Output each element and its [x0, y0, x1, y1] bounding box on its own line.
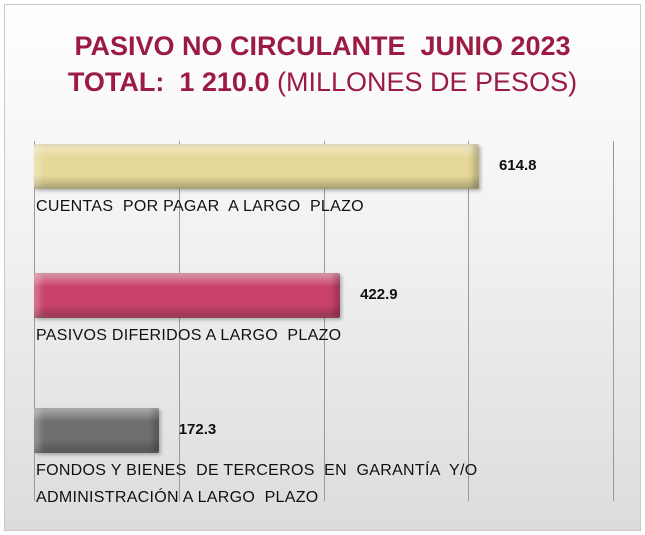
- chart-subtitle: TOTAL: 1 210.0 (MILLONES DE PESOS): [5, 67, 640, 98]
- grid-line: [34, 141, 35, 501]
- data-label: 614.8: [498, 157, 537, 174]
- category-label: PASIVOS DIFERIDOS A LARGO PLAZO: [36, 327, 342, 344]
- grid-line: [468, 141, 470, 501]
- category-label: CUENTAS POR PAGAR A LARGO PLAZO: [36, 198, 364, 215]
- subtitle-total: TOTAL: 1 210.0: [67, 67, 270, 97]
- bar: [34, 408, 159, 453]
- subtitle-unit: (MILLONES DE PESOS): [277, 67, 578, 97]
- category-label: FONDOS Y BIENES DE TERCEROS EN GARANTÍA …: [36, 462, 482, 506]
- chart-title: PASIVO NO CIRCULANTE JUNIO 2023: [74, 31, 571, 61]
- chart: PASIVO NO CIRCULANTE JUNIO 2023 TOTAL: 1…: [4, 4, 641, 531]
- bar: [34, 273, 341, 318]
- grid-line: [323, 141, 325, 501]
- data-label: 422.9: [360, 286, 398, 303]
- grid-line: [178, 141, 180, 501]
- bar: [34, 144, 479, 189]
- data-label: 172.3: [178, 421, 217, 438]
- grid-line: [613, 141, 614, 501]
